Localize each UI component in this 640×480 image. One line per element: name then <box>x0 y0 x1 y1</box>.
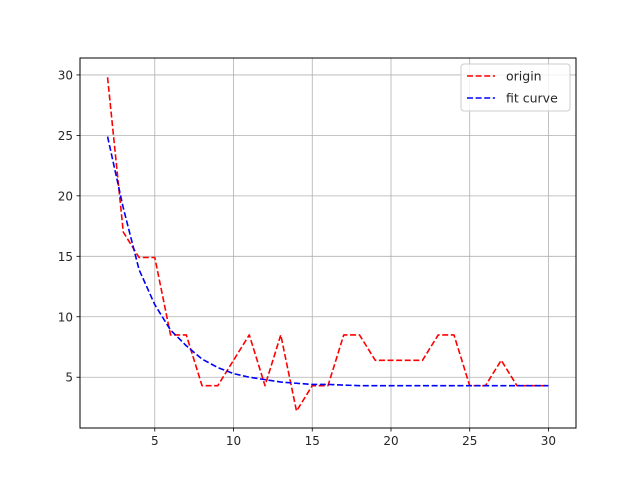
axes-frame <box>79 57 577 429</box>
series-line-fit-curve <box>106 136 549 387</box>
y-tick-label: 15 <box>58 250 73 264</box>
x-tick-label: 20 <box>383 434 398 448</box>
legend-label: fit curve <box>506 91 558 106</box>
legend: origin fit curve <box>460 63 571 112</box>
x-tick-label: 15 <box>305 434 320 448</box>
x-tick-label: 25 <box>462 434 477 448</box>
x-tick-label: 5 <box>151 434 159 448</box>
y-tick-label: 5 <box>65 371 73 385</box>
x-tick-label: 10 <box>226 434 241 448</box>
grid-lines <box>80 58 576 428</box>
series-line-origin <box>106 77 549 412</box>
y-tick-label: 25 <box>58 129 73 143</box>
x-tick-label: 30 <box>541 434 556 448</box>
axis-ticks: 5 10 15 20 25 30 5 10 15 20 25 30 <box>58 68 556 448</box>
y-tick-label: 10 <box>58 310 73 324</box>
legend-label: origin <box>506 69 542 84</box>
series-layer <box>106 77 549 412</box>
y-tick-label: 20 <box>58 189 73 203</box>
y-tick-label: 30 <box>58 68 73 82</box>
